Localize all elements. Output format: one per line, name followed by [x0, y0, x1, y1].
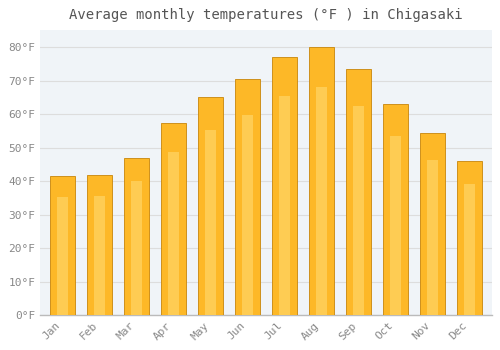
Bar [464, 184, 475, 315]
Bar [198, 98, 223, 315]
Bar [457, 161, 482, 315]
Title: Average monthly temperatures (°F ) in Chigasaki: Average monthly temperatures (°F ) in Ch… [69, 8, 462, 22]
Bar [130, 182, 142, 315]
Bar [272, 57, 297, 315]
Bar [420, 133, 445, 315]
Bar [168, 152, 179, 315]
Bar [235, 79, 260, 315]
Bar [161, 122, 186, 315]
Bar [50, 176, 75, 315]
Bar [427, 160, 438, 315]
Bar [383, 104, 408, 315]
Bar [124, 158, 149, 315]
Bar [390, 136, 401, 315]
Bar [346, 69, 371, 315]
Bar [316, 88, 327, 315]
Bar [56, 197, 68, 315]
Bar [309, 47, 334, 315]
Bar [205, 130, 216, 315]
Bar [353, 106, 364, 315]
Bar [87, 175, 112, 315]
Bar [242, 114, 253, 315]
Bar [94, 196, 105, 315]
Bar [279, 96, 290, 315]
